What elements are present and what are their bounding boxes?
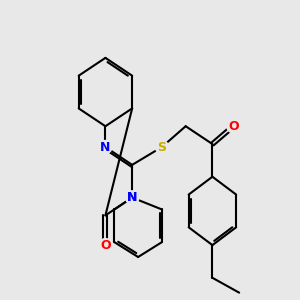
Circle shape — [99, 140, 112, 154]
Circle shape — [155, 140, 168, 154]
Circle shape — [126, 191, 139, 204]
Text: O: O — [100, 238, 111, 252]
Text: O: O — [228, 120, 238, 133]
Text: N: N — [100, 140, 111, 154]
Circle shape — [227, 120, 240, 133]
Circle shape — [126, 191, 139, 204]
Circle shape — [99, 238, 112, 252]
Text: N: N — [127, 191, 137, 204]
Text: S: S — [158, 140, 166, 154]
Text: N: N — [127, 191, 137, 204]
